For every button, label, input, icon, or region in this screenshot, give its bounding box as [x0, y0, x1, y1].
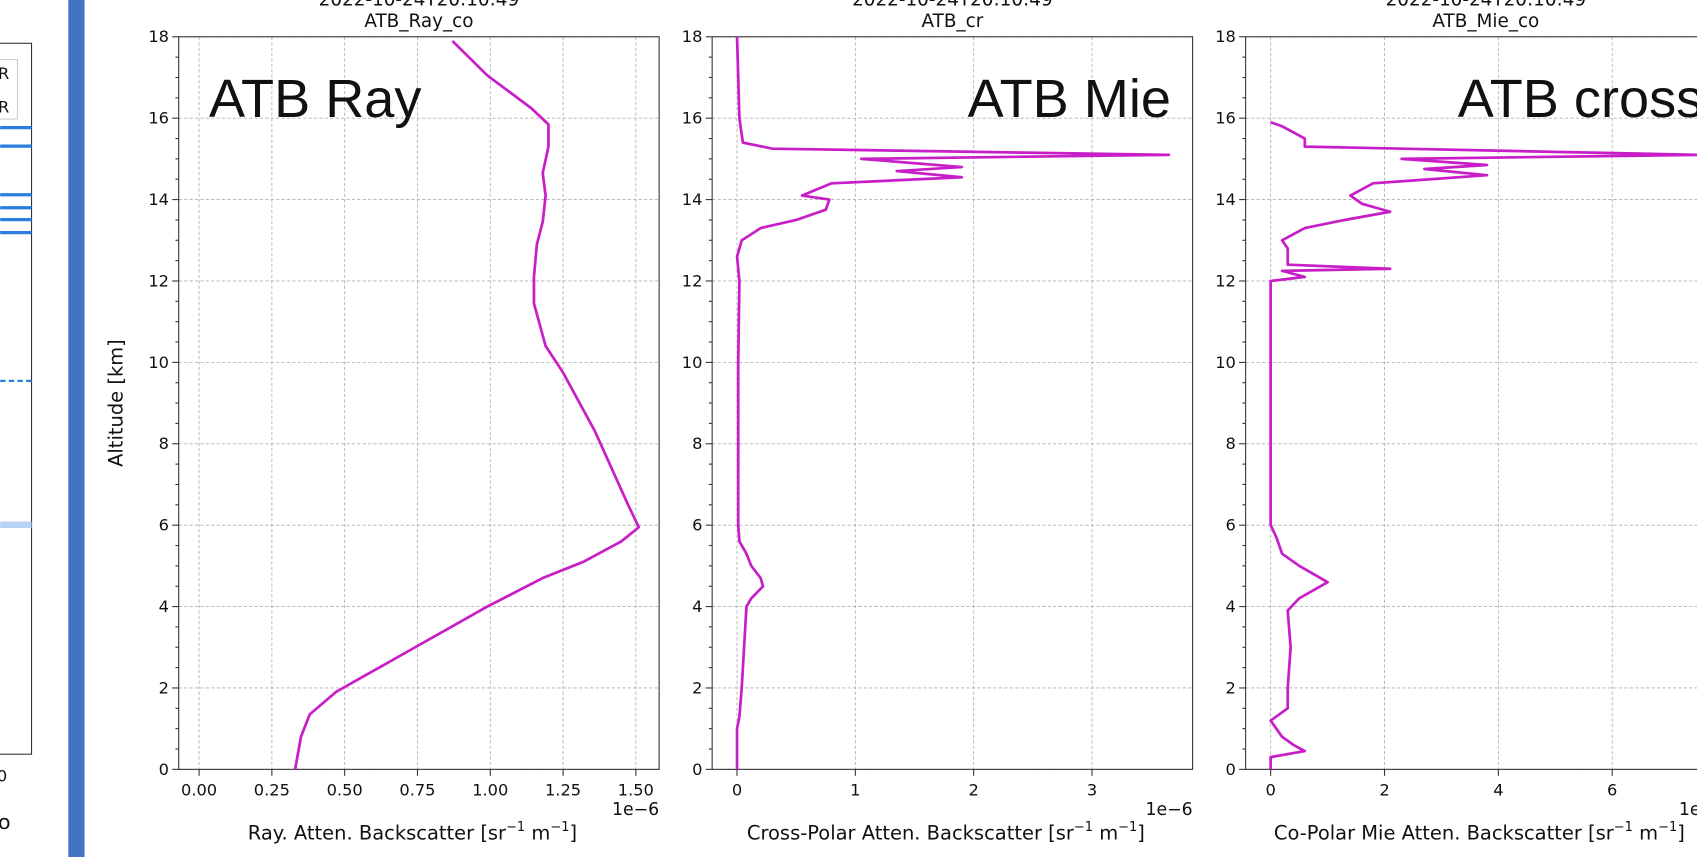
x-axis-label-part: −1 [1614, 820, 1633, 835]
chart-title: ATB_Mie_co [1432, 11, 1539, 32]
y-tick-label: 0 [692, 760, 702, 779]
chart-title: ATB_Ray_co [364, 11, 473, 32]
x-axis-label-part: −1 [1074, 820, 1093, 835]
x-axis-label: Co-Polar Mie Atten. Backscatter [sr−1 m−… [1274, 820, 1685, 845]
plot-frame [712, 37, 1192, 770]
y-tick-label: 0 [159, 760, 169, 779]
x-tick-label: 0.25 [254, 780, 290, 799]
x-axis-label-part: −1 [1658, 820, 1677, 835]
x-axis-label-part: Co-Polar Mie Atten. Backscatter [sr [1274, 822, 1614, 845]
x-tick-label: 1 [850, 780, 860, 799]
x-tick-label: 0.00 [181, 780, 217, 799]
left-legend-entry: R [0, 98, 9, 117]
y-tick-label: 4 [692, 597, 702, 616]
y-tick-label: 18 [148, 27, 169, 46]
y-tick-label: 10 [148, 353, 169, 372]
x-tick-label: 2 [969, 780, 979, 799]
y-tick-label: 16 [682, 109, 703, 128]
left-tick-label: 0 [0, 766, 7, 785]
y-tick-label: 0 [1226, 760, 1236, 779]
plot-frame [179, 37, 659, 770]
y-tick-label: 4 [159, 597, 169, 616]
x-tick-label: 1.25 [545, 780, 581, 799]
annotation: ATB Mie [968, 69, 1171, 129]
offset-label: 1e−6 [1679, 800, 1697, 820]
chart-title: 2022-10-24T20:10:49 [1386, 0, 1587, 10]
x-tick-label: 0.75 [399, 780, 435, 799]
y-tick-label: 18 [1215, 27, 1236, 46]
x-axis-label-part: −1 [550, 820, 569, 835]
profile-line [737, 37, 1169, 770]
x-tick-label: 1.50 [618, 780, 654, 799]
x-axis-label-part: ] [569, 822, 577, 845]
x-axis-label-part: ] [1137, 822, 1145, 845]
x-axis-label-part: m [1633, 822, 1658, 845]
x-axis-label: Cross-Polar Atten. Backscatter [sr−1 m−1… [747, 820, 1145, 845]
y-tick-label: 10 [682, 353, 703, 372]
x-axis-label-part: Cross-Polar Atten. Backscatter [sr [747, 822, 1074, 845]
chart: 02468101214161802462022-10-24T20:10:49AT… [1215, 0, 1697, 845]
y-tick-label: 6 [159, 516, 169, 535]
y-tick-label: 14 [682, 190, 703, 209]
profile-line [295, 41, 639, 769]
y-tick-label: 2 [1226, 678, 1236, 697]
y-tick-label: 16 [148, 109, 169, 128]
y-tick-label: 6 [1226, 516, 1236, 535]
y-tick-label: 4 [1226, 597, 1236, 616]
y-tick-label: 2 [159, 678, 169, 697]
offset-label: 1e−6 [1145, 800, 1192, 820]
y-tick-label: 12 [682, 271, 703, 290]
x-axis-label-part: −1 [1118, 820, 1137, 835]
y-tick-label: 8 [1226, 434, 1236, 453]
left-profile-traces [0, 128, 31, 525]
x-tick-label: 0 [732, 780, 742, 799]
x-axis-label-part: Ray. Atten. Backscatter [sr [248, 822, 506, 845]
y-tick-label: 16 [1215, 109, 1236, 128]
annotation: ATB cross [1458, 69, 1697, 129]
y-tick-label: 18 [682, 27, 703, 46]
x-axis-label: Ray. Atten. Backscatter [sr−1 m−1] [248, 820, 577, 845]
chart: 0 2 4 6 8 10 12 14 16 18 0.00 0.25 0.50 0.75 1.00 1.25 1… [104, 0, 659, 845]
y-tick-label: 12 [148, 271, 169, 290]
x-tick-label: 3 [1087, 780, 1097, 799]
divider-bar [68, 0, 84, 857]
x-tick-label: 0.50 [327, 780, 363, 799]
y-axis-label: Altitude [km] [104, 339, 127, 467]
y-tick-label: 2 [692, 678, 702, 697]
x-axis-label-part: −1 [506, 820, 525, 835]
annotation: ATB Ray [209, 69, 421, 129]
page: R R 0 o 0246810121416180.000.250.500.751… [0, 0, 1697, 857]
chart: 02468101214161801232022-10-24T20:10:49AT… [682, 0, 1193, 845]
chart-title: 2022-10-24T20:10:49 [852, 0, 1053, 10]
x-tick-label: 6 [1607, 780, 1617, 799]
y-tick-label: 14 [148, 190, 169, 209]
x-tick-label: 1.00 [472, 780, 508, 799]
left-panel: R R 0 o [0, 0, 85, 857]
offset-label: 1e−6 [612, 800, 659, 820]
chart-title: 2022-10-24T20:10:49 [319, 0, 520, 10]
figure: R R 0 o 0246810121416180.000.250.500.751… [0, 0, 1697, 857]
profile-line [1271, 122, 1697, 769]
y-tick-label: 8 [692, 434, 702, 453]
x-tick-label: 4 [1493, 780, 1503, 799]
y-tick-label: 12 [1215, 271, 1236, 290]
x-tick-label: 2 [1379, 780, 1389, 799]
y-tick-label: 10 [1215, 353, 1236, 372]
left-legend-entry: R [0, 64, 9, 83]
left-axis-label: o [0, 810, 11, 834]
y-tick-label: 6 [692, 516, 702, 535]
y-tick-label: 8 [159, 434, 169, 453]
x-axis-label-part: m [525, 822, 550, 845]
x-axis-label-part: ] [1677, 822, 1685, 845]
x-tick-label: 0 [1266, 780, 1276, 799]
chart-title: ATB_cr [921, 11, 983, 32]
left-plot-frame [0, 43, 32, 754]
x-axis-label-part: m [1093, 822, 1118, 845]
y-tick-label: 14 [1215, 190, 1236, 209]
